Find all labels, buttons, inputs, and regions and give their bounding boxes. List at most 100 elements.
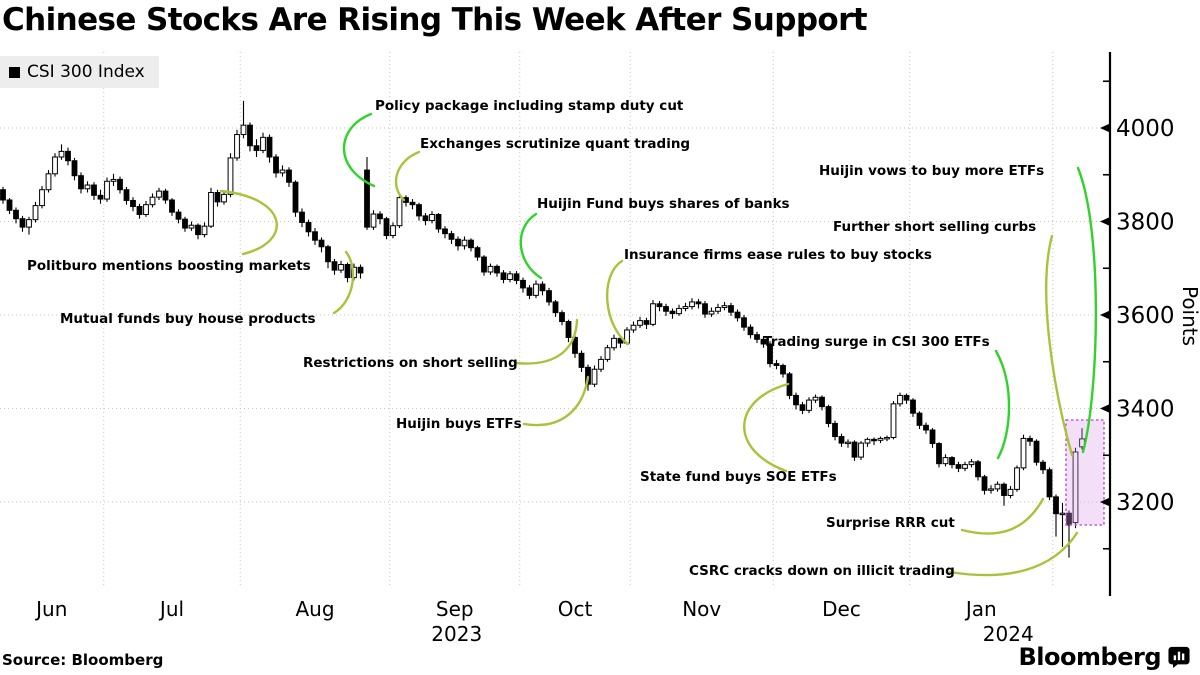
candle-up bbox=[143, 204, 149, 215]
candle-down bbox=[435, 213, 442, 230]
candle-down bbox=[377, 213, 383, 220]
candle-down bbox=[162, 190, 169, 201]
bloomberg-logo-icon bbox=[1168, 646, 1190, 668]
candle-down bbox=[916, 412, 923, 426]
candle-down bbox=[663, 306, 669, 312]
candle-up bbox=[188, 224, 195, 229]
candle-down bbox=[422, 215, 429, 222]
candle-up bbox=[598, 358, 604, 370]
candle-down bbox=[357, 266, 364, 274]
year-label: 2023 bbox=[431, 622, 482, 646]
candle-up bbox=[338, 264, 344, 271]
candle-up bbox=[650, 303, 656, 325]
candle-up bbox=[845, 441, 851, 445]
annotation-label-short-selling-curbs: Further short selling curbs bbox=[833, 219, 1036, 235]
candle-up bbox=[533, 283, 539, 296]
candle-down bbox=[416, 204, 422, 217]
candle-down bbox=[851, 441, 858, 458]
candle-down bbox=[741, 317, 747, 328]
annotation-curve-huijin-etfs bbox=[522, 375, 590, 427]
annotation-curve-exchanges-quant bbox=[394, 150, 421, 202]
candle-up bbox=[507, 273, 513, 280]
chart-title: Chinese Stocks Are Rising This Week Afte… bbox=[2, 2, 868, 38]
candle-up bbox=[1059, 512, 1066, 516]
candle-up bbox=[630, 324, 637, 331]
source-note: Source: Bloomberg bbox=[2, 651, 164, 669]
candle-up bbox=[26, 219, 32, 228]
candle-down bbox=[955, 464, 962, 469]
bloomberg-wordmark: Bloomberg bbox=[1018, 643, 1162, 671]
candle-up bbox=[994, 483, 1001, 490]
annotation-curve-policy-package bbox=[342, 112, 376, 188]
annotation-label-state-fund-soe: State fund buys SOE ETFs bbox=[640, 469, 837, 485]
candle-down bbox=[1027, 437, 1033, 442]
candle-down bbox=[136, 206, 143, 215]
candle-down bbox=[130, 199, 136, 208]
candle-down bbox=[838, 436, 845, 444]
candle-down bbox=[305, 221, 312, 233]
legend-swatch-icon bbox=[9, 66, 20, 78]
month-label: Jan bbox=[964, 597, 997, 621]
candle-down bbox=[520, 279, 526, 289]
candle-down bbox=[65, 150, 71, 162]
candle-down bbox=[728, 305, 734, 313]
candle-down bbox=[312, 231, 318, 241]
candle-up bbox=[1020, 437, 1027, 469]
candle-down bbox=[1046, 469, 1053, 498]
annotation-label-policy-package: Policy package including stamp duty cut bbox=[375, 98, 684, 114]
y-major-tick bbox=[1100, 123, 1110, 133]
annotation-label-csrc-crackdown: CSRC cracks down on illicit trading bbox=[689, 563, 955, 579]
candle-down bbox=[253, 145, 260, 151]
candle-down bbox=[552, 301, 559, 314]
candle-down bbox=[1040, 461, 1046, 471]
month-label: Dec bbox=[822, 597, 861, 621]
y-tick-label: 3600 bbox=[1116, 303, 1175, 329]
candle-up bbox=[39, 189, 45, 207]
candle-up bbox=[390, 225, 396, 237]
annotation-curve-insurance-firms bbox=[605, 259, 630, 346]
candle-up bbox=[715, 307, 721, 312]
candle-down bbox=[832, 422, 838, 438]
month-label: Oct bbox=[558, 597, 593, 621]
candle-down bbox=[247, 124, 253, 147]
candle-up bbox=[864, 438, 871, 444]
annotation-curve-huijin-banks bbox=[519, 212, 543, 280]
legend: CSI 300 Index bbox=[0, 56, 159, 88]
y-major-tick bbox=[1100, 497, 1110, 507]
candle-up bbox=[1072, 451, 1079, 524]
annotation-curve-politburo bbox=[219, 189, 278, 256]
y-major-tick bbox=[1100, 217, 1110, 226]
candle-down bbox=[760, 338, 767, 345]
candle-down bbox=[702, 303, 708, 315]
candle-up bbox=[201, 225, 208, 236]
candle-up bbox=[487, 265, 494, 273]
candle-down bbox=[299, 211, 305, 223]
candle-down bbox=[695, 301, 702, 305]
candle-up bbox=[884, 436, 890, 440]
candle-down bbox=[494, 265, 500, 274]
candle-down bbox=[975, 461, 981, 478]
candle-down bbox=[474, 247, 481, 258]
candle-down bbox=[669, 310, 676, 315]
candle-up bbox=[149, 196, 156, 206]
candle-down bbox=[526, 287, 533, 296]
candle-down bbox=[565, 321, 572, 338]
candle-down bbox=[273, 156, 279, 174]
candle-down bbox=[910, 399, 916, 414]
candle-down bbox=[468, 239, 474, 249]
candle-down bbox=[409, 201, 416, 206]
candle-down bbox=[182, 218, 188, 229]
candle-down bbox=[292, 181, 299, 213]
candle-down bbox=[793, 394, 799, 406]
candle-up bbox=[806, 399, 812, 411]
candle-up bbox=[676, 307, 682, 315]
month-label: Jul bbox=[158, 597, 184, 621]
candle-down bbox=[754, 334, 760, 340]
legend-label: CSI 300 Index bbox=[27, 62, 145, 82]
candle-down bbox=[325, 246, 331, 263]
bloomberg-brand: Bloomberg bbox=[1019, 643, 1190, 671]
annotation-label-huijin-vows: Huijin vows to buy more ETFs bbox=[819, 163, 1044, 179]
annotation-curve-huijin-vows bbox=[1076, 166, 1098, 454]
candle-down bbox=[123, 189, 130, 201]
annotation-label-insurance-firms: Insurance firms ease rules to buy stocks bbox=[624, 247, 932, 263]
